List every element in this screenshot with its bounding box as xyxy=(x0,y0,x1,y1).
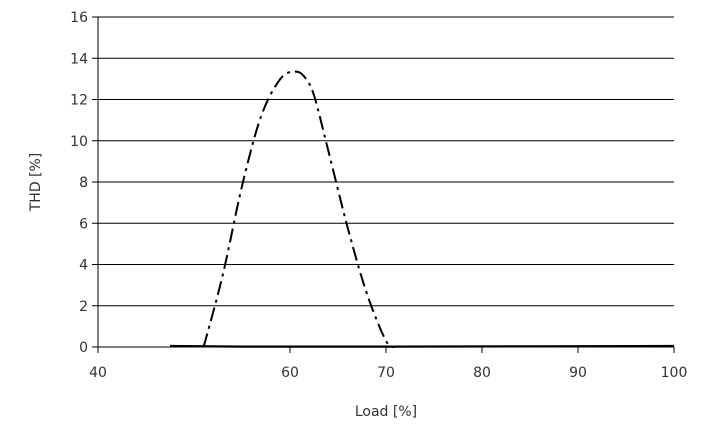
y-tick-label-10: 10 xyxy=(70,134,88,150)
plot-frame xyxy=(92,16,675,353)
x-tick-labels: 40 60 70 80 90 100 xyxy=(89,365,687,381)
x-tick-label-100: 100 xyxy=(661,365,688,381)
series-line-2-solid xyxy=(169,344,675,348)
x-tick-label-40: 40 xyxy=(89,365,107,381)
y-tick-labels: 0 2 4 6 8 10 12 14 16 xyxy=(70,10,88,356)
y-tick-label-6: 6 xyxy=(79,216,88,232)
y-tick-label-8: 8 xyxy=(79,175,88,191)
y-tick-label-14: 14 xyxy=(70,51,88,67)
y-tick-label-4: 4 xyxy=(79,258,88,274)
y-tick-label-16: 16 xyxy=(70,10,88,26)
y-tick-label-12: 12 xyxy=(70,93,88,109)
series-line-1-dash-dot xyxy=(202,70,397,348)
x-tick-label-80: 80 xyxy=(473,365,491,381)
x-axis-title: Load [%] xyxy=(355,404,417,420)
y-axis-title: THD [%] xyxy=(28,153,44,213)
grid-lines xyxy=(98,16,674,307)
x-tick-label-60: 60 xyxy=(281,365,299,381)
series-group xyxy=(169,70,675,348)
x-tick-label-70: 70 xyxy=(377,365,395,381)
x-tick-label-90: 90 xyxy=(569,365,587,381)
y-tick-label-2: 2 xyxy=(79,299,88,315)
y-tick-label-0: 0 xyxy=(79,340,88,356)
